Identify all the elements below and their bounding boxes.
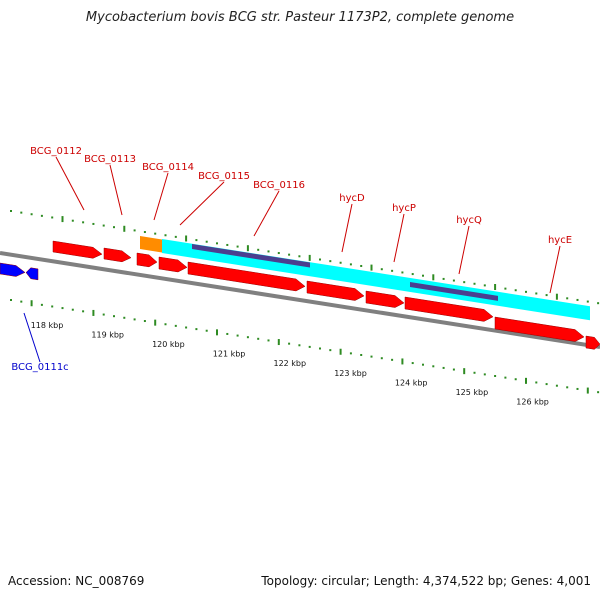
gene-arrow-next[interactable] [585,335,600,350]
gene-arrow-bcg-0111c-part[interactable] [0,262,26,277]
genome-stats-text: Topology: circular; Length: 4,374,522 bp… [261,574,591,588]
scale-label: 122 kbp [273,359,306,368]
gene-label-bcg-0116[interactable]: BCG_0116 [253,180,305,191]
leader-line-hycp [393,213,405,263]
leader-line-hycq [458,225,470,275]
accession-text: Accession: NC_008769 [8,574,145,588]
domain-feature[interactable] [410,282,498,301]
leader-line-bcg-0111c [23,312,41,363]
gene-arrow-bcg-0115[interactable] [158,256,188,273]
gene-arrow-hycd[interactable] [306,280,365,301]
leader-line-hycd [341,203,353,253]
leader-line-bcg-0114 [153,172,169,221]
gene-label-bcg-0112[interactable]: BCG_0112 [30,146,82,157]
lower-tick-track [10,299,600,394]
gene-track-outer [0,240,132,281]
leader-line-bcg-0115 [179,181,225,226]
gene-arrow-bcg-0111c[interactable] [25,267,39,281]
scale-label: 126 kbp [516,397,549,406]
scale-label: 120 kbp [152,340,185,349]
gene-label-hycq[interactable]: hycQ [456,215,482,226]
gene-arrow-bcg-0114[interactable] [136,252,158,268]
gene-arrow-bcg-0113[interactable] [103,247,132,263]
gene-arrow-hyce[interactable] [494,316,585,342]
gene-label-bcg-0113[interactable]: BCG_0113 [84,154,136,165]
leader-line-bcg-0113 [109,164,123,216]
scale-label-layer: 118 kbp 119 kbp 120 kbp 121 kbp 122 kbp 123 k… [31,321,549,406]
upper-tick-track [10,210,600,305]
scale-label: 123 kbp [334,369,367,378]
scale-label: 118 kbp [31,321,64,330]
scale-label: 121 kbp [213,350,246,359]
gene-label-hycd[interactable]: hycD [339,193,365,204]
gene-arrow-bcg-0116[interactable] [187,261,306,292]
leader-line-bcg-0116 [253,190,280,237]
scale-label: 125 kbp [456,388,489,397]
gene-label-bcg-0111c[interactable]: BCG_0111c [11,362,68,373]
scale-label: 124 kbp [395,378,428,387]
gene-arrow-hycp[interactable] [365,290,405,308]
gene-label-hyce[interactable]: hycE [548,235,572,246]
gene-label-hycp[interactable]: hycP [392,203,416,214]
gene-arrow-hycq[interactable] [404,296,494,322]
gene-label-bcg-0114[interactable]: BCG_0114 [142,162,194,173]
gene-track-inner [136,252,600,350]
domain-feature[interactable] [192,244,310,268]
scale-label: 119 kbp [91,331,124,340]
leader-line-bcg-0112 [55,156,85,211]
misc-feature[interactable] [140,236,162,253]
genome-backbone [0,251,600,349]
map-title: Mycobacterium bovis BCG str. Pasteur 117… [85,10,515,25]
gene-arrow-bcg-0112[interactable] [52,240,103,259]
feature-track [140,236,590,321]
leader-line-hyce [549,245,561,294]
gene-label-bcg-0115[interactable]: BCG_0115 [198,171,250,182]
